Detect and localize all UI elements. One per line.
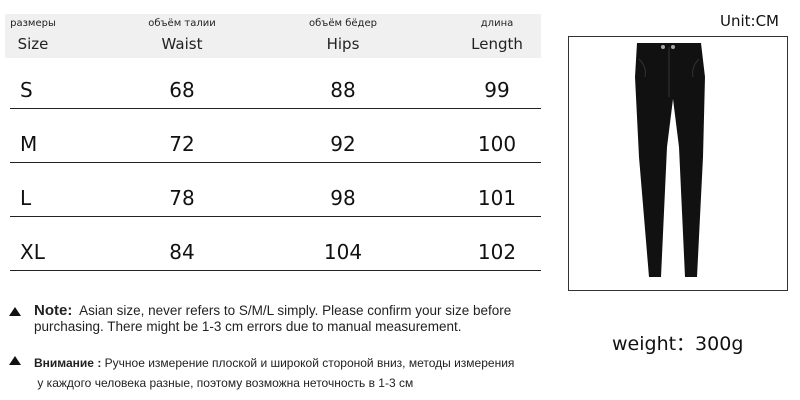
warning-triangle-icon <box>9 307 21 316</box>
table-row: XL 84 104 102 <box>10 216 541 271</box>
header-waist: Waist <box>161 35 203 53</box>
length-cell: 102 <box>477 240 517 264</box>
hips-cell: 88 <box>330 78 356 102</box>
note: Note: Asian size, never refers to S/M/L … <box>34 303 544 335</box>
table-row: L 78 98 101 <box>10 162 541 217</box>
header-size-ru: размеры <box>10 18 56 29</box>
note-ru-text2: у каждого человека разные, поэтому возмо… <box>37 376 414 390</box>
note-ru-label: Внимание : <box>34 356 102 370</box>
header-waist-ru: объём талии <box>148 18 216 29</box>
header-size: Size <box>17 35 49 53</box>
size-cell: XL <box>20 240 45 264</box>
hips-cell: 104 <box>323 240 363 264</box>
weight-label: weight：300g <box>612 333 744 355</box>
length-cell: 99 <box>484 78 510 102</box>
warning-triangle-icon <box>9 356 21 365</box>
header-length-ru: длина <box>480 18 514 29</box>
size-cell: M <box>20 132 38 156</box>
size-cell: L <box>20 186 32 210</box>
product-image <box>568 36 788 291</box>
waist-cell: 72 <box>169 132 195 156</box>
hips-cell: 92 <box>330 132 356 156</box>
table-header: размеры Size объём талии Waist объём бёд… <box>5 14 541 58</box>
header-hips: Hips <box>326 35 360 53</box>
header-length: Length <box>471 35 523 53</box>
table-row: S 68 88 99 <box>10 54 541 109</box>
length-cell: 101 <box>477 186 517 210</box>
hips-cell: 98 <box>330 186 356 210</box>
length-cell: 100 <box>477 132 517 156</box>
waist-cell: 78 <box>169 186 195 210</box>
note-text: Asian size, never refers to S/M/L simply… <box>34 303 512 334</box>
table-row: M 72 92 100 <box>10 108 541 163</box>
waist-cell: 68 <box>169 78 195 102</box>
size-cell: S <box>20 78 33 102</box>
note-ru-text: Ручное измерение плоской и широкой сторо… <box>104 356 515 370</box>
waist-cell: 84 <box>169 240 195 264</box>
note-label: Note: <box>34 302 73 319</box>
unit-label: Unit:CM <box>720 12 780 30</box>
note-ru: Внимание : Ручное измерение плоской и ши… <box>34 353 554 393</box>
header-hips-ru: объём бёдер <box>309 18 377 29</box>
